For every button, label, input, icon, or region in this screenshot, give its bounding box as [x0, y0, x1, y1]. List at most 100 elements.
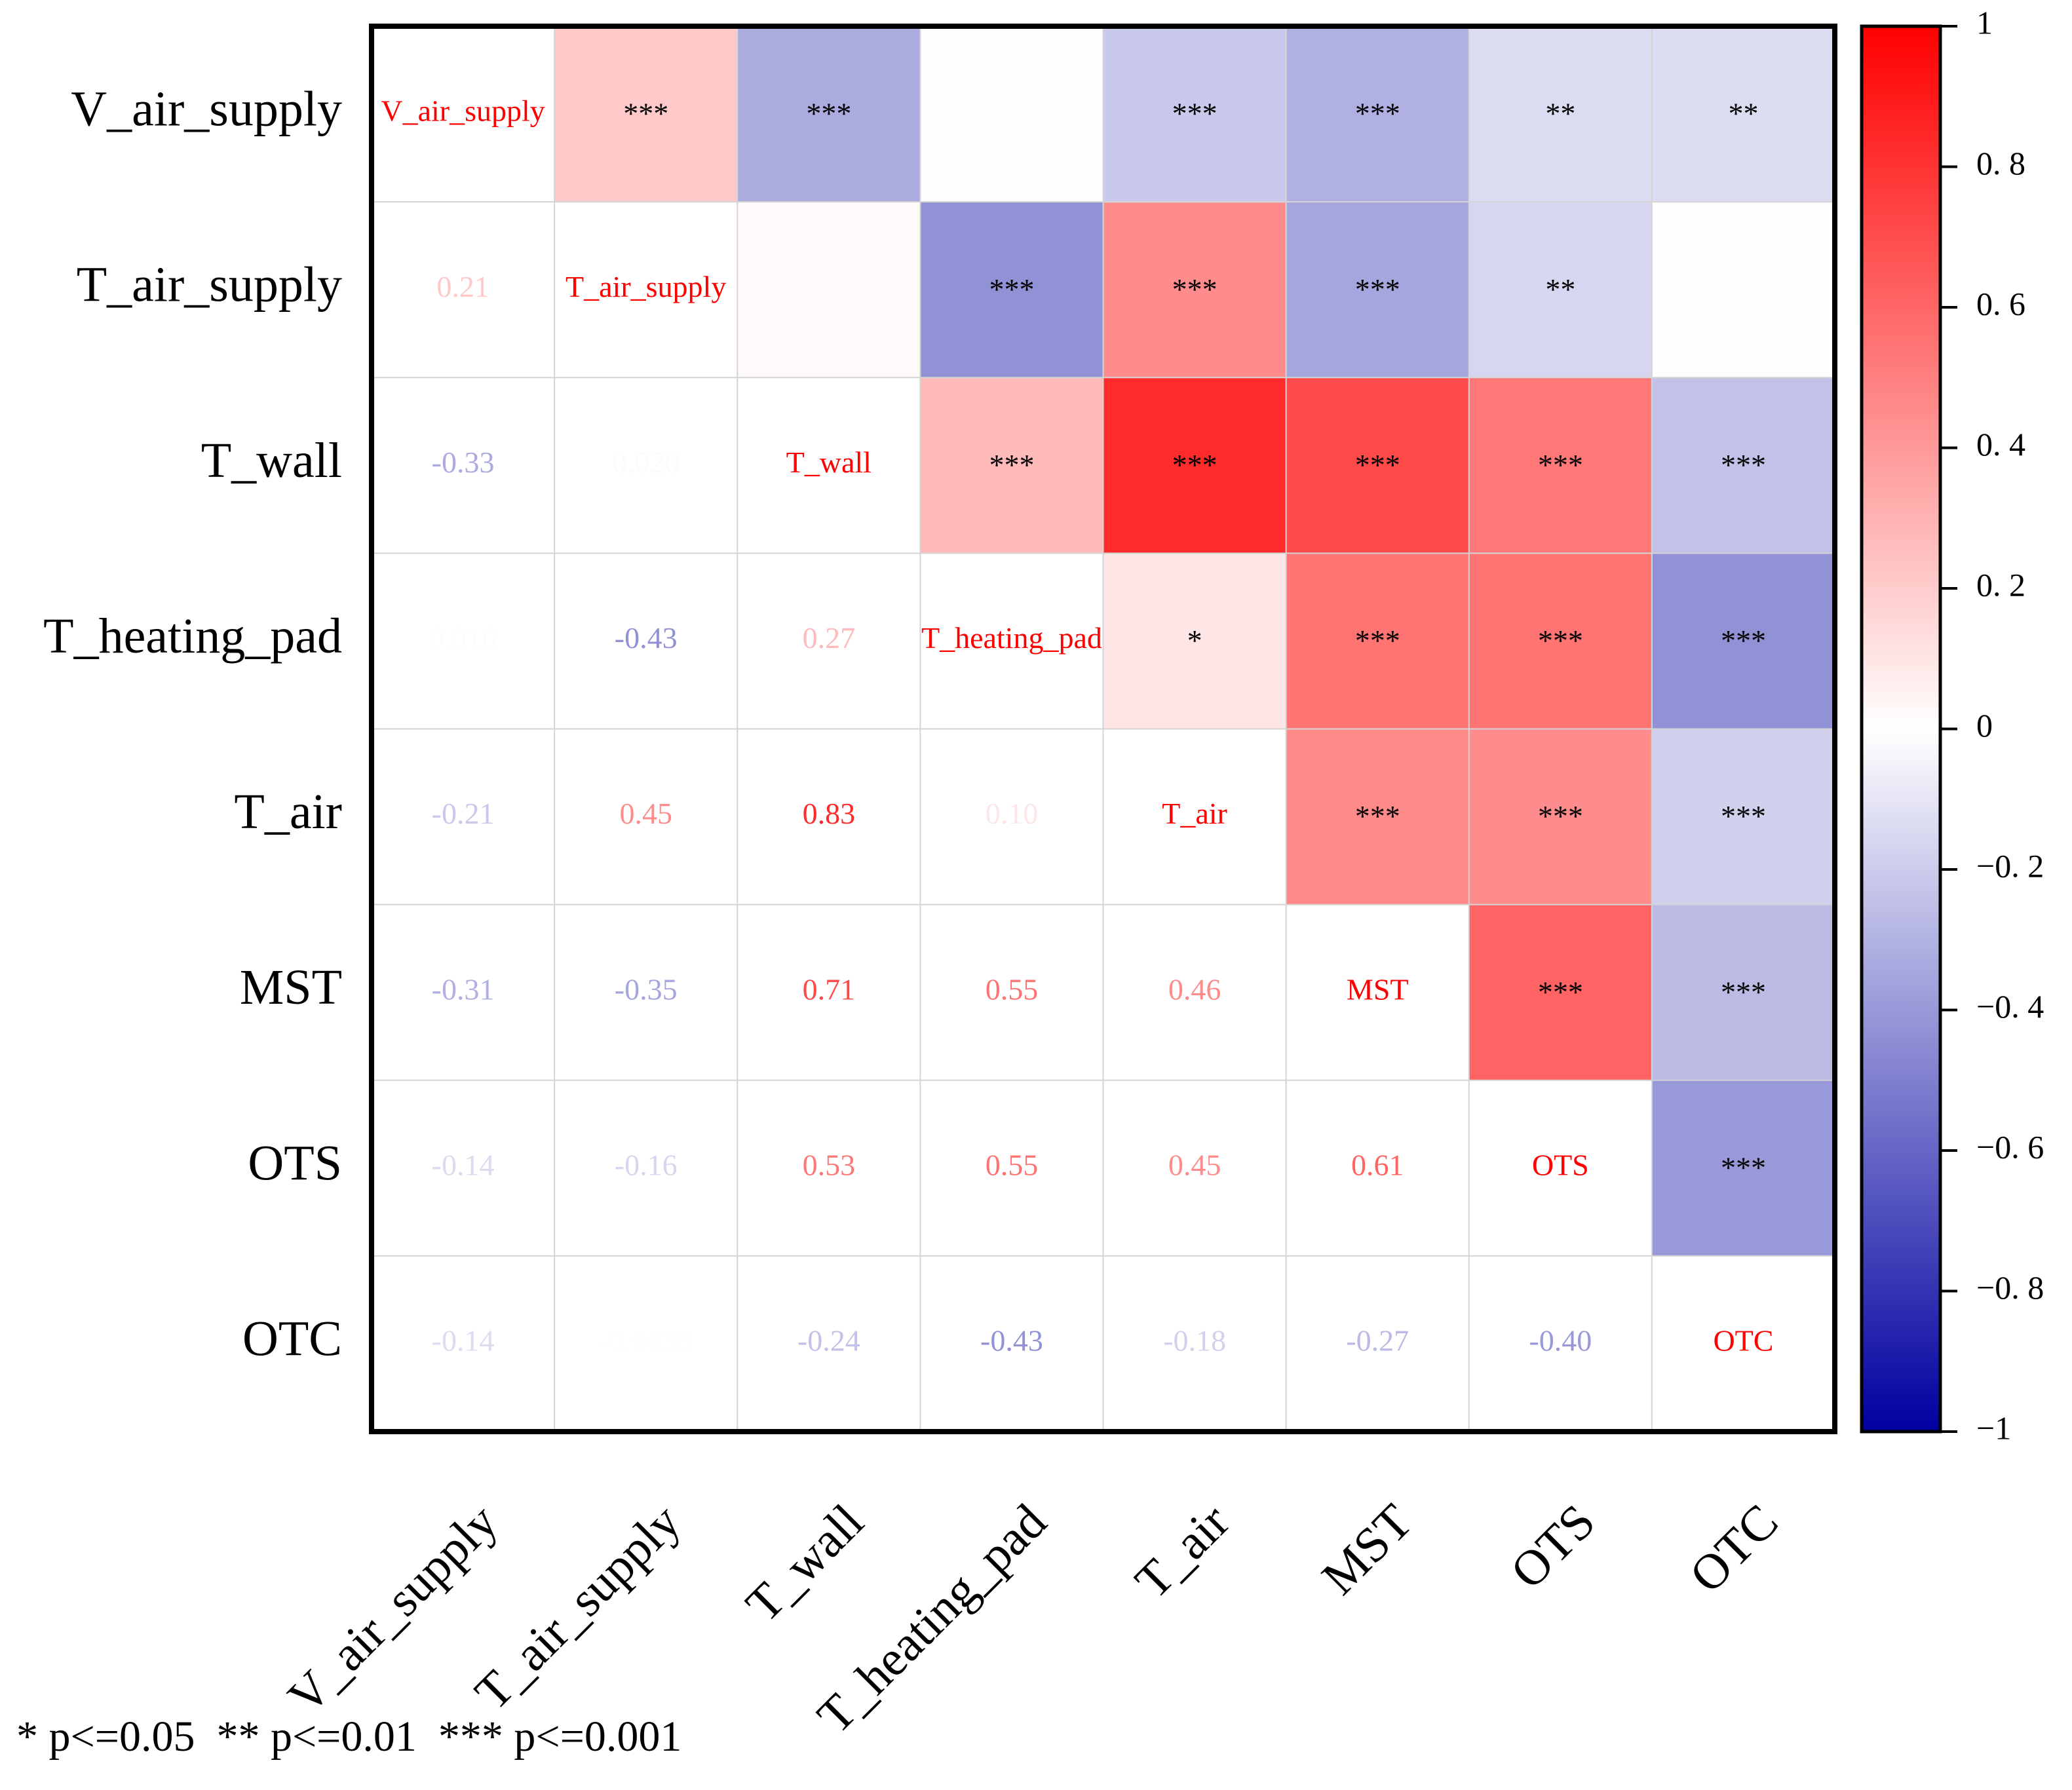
heatmap-cell [1286, 26, 1470, 202]
heatmap-cell [1468, 729, 1653, 905]
row-label: MST [240, 960, 342, 1015]
correlation-value-label: 0.10 [986, 797, 1039, 830]
significance-label: *** [1355, 97, 1400, 130]
colorbar-tick-label: −0. 4 [1976, 988, 2044, 1025]
heatmap-gridlines [372, 26, 1835, 1432]
colorbar-tick-label: −0. 8 [1976, 1269, 2044, 1306]
colorbar-tick-label: 0. 6 [1976, 285, 2025, 322]
heatmap-cell [1103, 553, 1287, 729]
heatmap-cell [1286, 377, 1470, 554]
significance-label: *** [1721, 799, 1766, 833]
heatmap-cells [554, 26, 1835, 1257]
significance-label: *** [1172, 448, 1218, 482]
colorbar-tick-label: 0. 2 [1976, 566, 2025, 603]
correlation-value-label: 0.020 [612, 446, 680, 479]
significance-label: *** [1721, 975, 1766, 1008]
significance-label: *** [1538, 975, 1583, 1008]
significance-label: *** [1355, 273, 1400, 306]
heatmap-cell [1103, 202, 1287, 378]
heatmap-frame [369, 24, 1837, 1434]
column-label: OTC [1679, 1494, 1789, 1603]
diagonal-variable-label: T_air [1162, 797, 1227, 830]
heatmap-cell [554, 26, 738, 202]
diagonal-variable-label: OTS [1532, 1148, 1589, 1181]
heatmap-cell [1651, 904, 1835, 1081]
correlation-value-label: 0.010 [429, 621, 497, 655]
significance-label: *** [1721, 1151, 1766, 1184]
row-label: T_air [234, 784, 342, 839]
row-label: T_air_supply [77, 257, 342, 313]
heatmap-cell [1103, 26, 1287, 202]
colorbar: 1 0. 8 0. 6 0. 4 0. 2 0 −0. 2 −0. 4 −0. 6 −0. 8 −1 [1860, 4, 2044, 1446]
significance-label: ** [1545, 273, 1575, 306]
heatmap-cell [1651, 729, 1835, 905]
significance-label: *** [1538, 448, 1583, 482]
row-label: OTS [248, 1135, 342, 1190]
correlation-value-label: -0.24 [797, 1324, 860, 1358]
significance-label: *** [1721, 624, 1766, 657]
significance-label: *** [1355, 448, 1400, 482]
significance-label: * [1187, 624, 1202, 657]
diagonal-variable-label: V_air_supply [381, 94, 545, 128]
correlation-value-label: 0.61 [1351, 1148, 1404, 1181]
significance-label: *** [1721, 448, 1766, 482]
correlation-value-label: -0.43 [615, 621, 678, 655]
column-label: T_wall [735, 1494, 874, 1633]
heatmap-cell [920, 202, 1103, 378]
correlation-value-label: -0.35 [615, 972, 678, 1006]
diagonal-variable-label: OTC [1713, 1324, 1773, 1358]
diagonal-variable-label: MST [1347, 972, 1409, 1006]
colorbar-ticks: 1 0. 8 0. 6 0. 4 0. 2 0 −0. 2 −0. 4 −0. 6 −0. 8 −1 [1940, 4, 2044, 1446]
column-label: T_air [1124, 1494, 1240, 1609]
heatmap-cell [1468, 904, 1653, 1081]
correlation-value-label: -0.14 [432, 1324, 495, 1358]
heatmap-cell [920, 377, 1103, 554]
colorbar-tick-label: −1 [1976, 1409, 2011, 1446]
heatmap-cell [1468, 553, 1653, 729]
colorbar-tick-label: −0. 2 [1976, 847, 2044, 884]
correlation-value-label: -0.16 [615, 1148, 678, 1181]
significance-label: *** [1172, 273, 1218, 306]
correlation-value-label: 0.71 [803, 972, 856, 1006]
correlation-value-label: 0.45 [619, 797, 672, 830]
heatmap-cell [737, 26, 921, 202]
heatmap-cell [1286, 553, 1470, 729]
significance-label: *** [1538, 799, 1583, 833]
correlation-value-label: -0.31 [432, 972, 495, 1006]
correlation-value-label: 0.55 [986, 1148, 1039, 1181]
significance-footnote: * p<=0.05 ** p<=0.01 *** p<=0.001 [16, 1713, 681, 1761]
correlation-value-label: 0.83 [803, 797, 856, 830]
significance-label: ** [1545, 97, 1575, 130]
heatmap-cell [1651, 1080, 1835, 1257]
column-label: MST [1311, 1494, 1423, 1605]
significance-label: ** [1728, 97, 1758, 130]
correlation-value-label: -0.33 [432, 446, 495, 479]
correlation-value-label: -0.0038 [600, 1324, 693, 1358]
colorbar-tick-label: 0 [1976, 707, 1993, 744]
heatmap-cell [1651, 202, 1835, 378]
diagonal-variable-label: T_air_supply [566, 270, 726, 303]
colorbar-tick-label: 0. 8 [1976, 145, 2025, 181]
row-label: V_air_supply [71, 82, 342, 137]
correlation-value-label: -0.27 [1346, 1324, 1409, 1358]
heatmap-cell [1651, 553, 1835, 729]
heatmap-cell [1468, 202, 1653, 378]
row-labels: V_air_supply T_air_supply T_wall T_heating_… [43, 82, 342, 1367]
correlation-value-label: 0.45 [1168, 1148, 1221, 1181]
correlation-value-label: 0.55 [986, 972, 1039, 1006]
heatmap-cell [1468, 377, 1653, 554]
colorbar-gradient [1860, 24, 1942, 1434]
correlation-value-label: -0.21 [432, 797, 495, 830]
significance-label: *** [1355, 799, 1400, 833]
heatmap-cell [1103, 377, 1287, 554]
correlation-value-label: 0.53 [803, 1148, 856, 1181]
significance-label: *** [806, 97, 851, 130]
row-label: T_wall [201, 433, 342, 488]
significance-label: *** [1355, 624, 1400, 657]
diagonal-variable-label: T_heating_pad [921, 621, 1102, 655]
significance-label: *** [1538, 624, 1583, 657]
row-label: OTC [242, 1311, 342, 1366]
diagonal-variable-label: T_wall [786, 446, 872, 479]
heatmap-cell [1286, 729, 1470, 905]
